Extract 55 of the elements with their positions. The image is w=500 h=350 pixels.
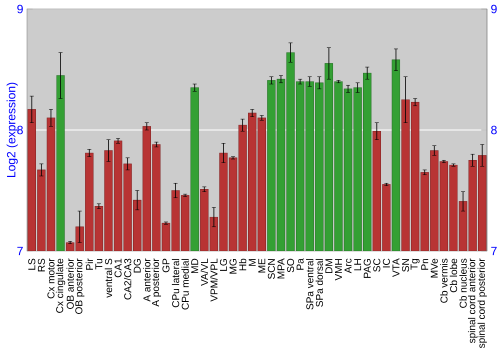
- x-tick-label: CA1: [114, 258, 122, 278]
- x-tick-label: Pn: [421, 258, 428, 270]
- y-tick-label: 7: [17, 246, 23, 256]
- x-tick-label: LG: [220, 259, 228, 271]
- x-tick-label: Cx cingulate: [56, 258, 66, 313]
- x-tick-label: SN: [402, 259, 410, 272]
- y-axis-title: Log2 (expression): [6, 82, 18, 178]
- x-tick-label: Pir: [86, 258, 93, 270]
- x-tick-label: CPu lateral: [172, 258, 180, 308]
- y2-tick-label: 7: [491, 246, 497, 256]
- x-tick-label: RS: [38, 258, 45, 272]
- x-tick-label: VPM/VPL: [210, 258, 218, 302]
- x-tick-label: Cb lobe: [450, 258, 458, 292]
- x-tick-label: MVe: [430, 258, 438, 278]
- x-tick-label: VTA: [392, 258, 400, 277]
- x-tick-label: CPu medial: [181, 258, 189, 310]
- x-tick-label: IC: [382, 258, 390, 268]
- x-tick-label: PAG: [364, 259, 371, 278]
- x-tick-label: spinal cord posterior: [478, 258, 487, 348]
- y-tick-label: 9: [17, 4, 23, 14]
- x-tick-label: Cb nucleus: [459, 258, 467, 308]
- y-tick-label: 8: [17, 126, 23, 134]
- x-tick-label: Arc: [344, 258, 352, 274]
- x-tick-label: spinal cord anterior: [468, 258, 478, 344]
- x-tick-label: Tg: [410, 258, 420, 270]
- x-tick-label: Tu: [95, 258, 102, 270]
- x-tick-label: VMH: [335, 259, 342, 280]
- x-tick-label: A posterior: [152, 258, 162, 307]
- x-tick-label: VA/VL: [200, 258, 208, 286]
- x-tick-label: ME: [258, 258, 266, 272]
- y2-tick-label: 9: [491, 4, 497, 14]
- x-tick-label: SC: [373, 258, 380, 272]
- x-tick-label: CA2/CA3: [124, 258, 132, 300]
- x-tick-label: DG: [134, 259, 141, 272]
- x-tick-label: Cb vermis: [440, 258, 448, 303]
- x-tick-label: M: [248, 259, 256, 266]
- x-tick-label: Hb: [238, 258, 246, 270]
- y2-tick-label: 8: [491, 126, 497, 134]
- x-tick-label: GP: [162, 258, 170, 272]
- x-tick-label: SO: [287, 258, 294, 272]
- x-tick-label: Cx motor: [47, 258, 55, 298]
- x-tick-label: A anterior: [143, 258, 150, 302]
- x-tick-label: LS: [28, 258, 36, 270]
- x-tick-label: MG: [230, 259, 237, 274]
- x-tick-label: SCN: [268, 259, 275, 279]
- x-tick-label: OB anterior: [66, 258, 74, 309]
- x-tick-label: Pa: [296, 258, 304, 270]
- x-tick-label: MPA: [278, 258, 284, 278]
- x-tick-label: SPa dorsal: [316, 258, 323, 307]
- x-tick-label: ventral S: [104, 258, 112, 298]
- x-tick-label: LH: [354, 259, 362, 270]
- x-tick-label: DM: [325, 259, 332, 274]
- x-tick-label: SPa ventral: [306, 258, 314, 310]
- x-tick-label: MD: [191, 258, 198, 274]
- x-tick-label: OB posterior: [75, 258, 84, 314]
